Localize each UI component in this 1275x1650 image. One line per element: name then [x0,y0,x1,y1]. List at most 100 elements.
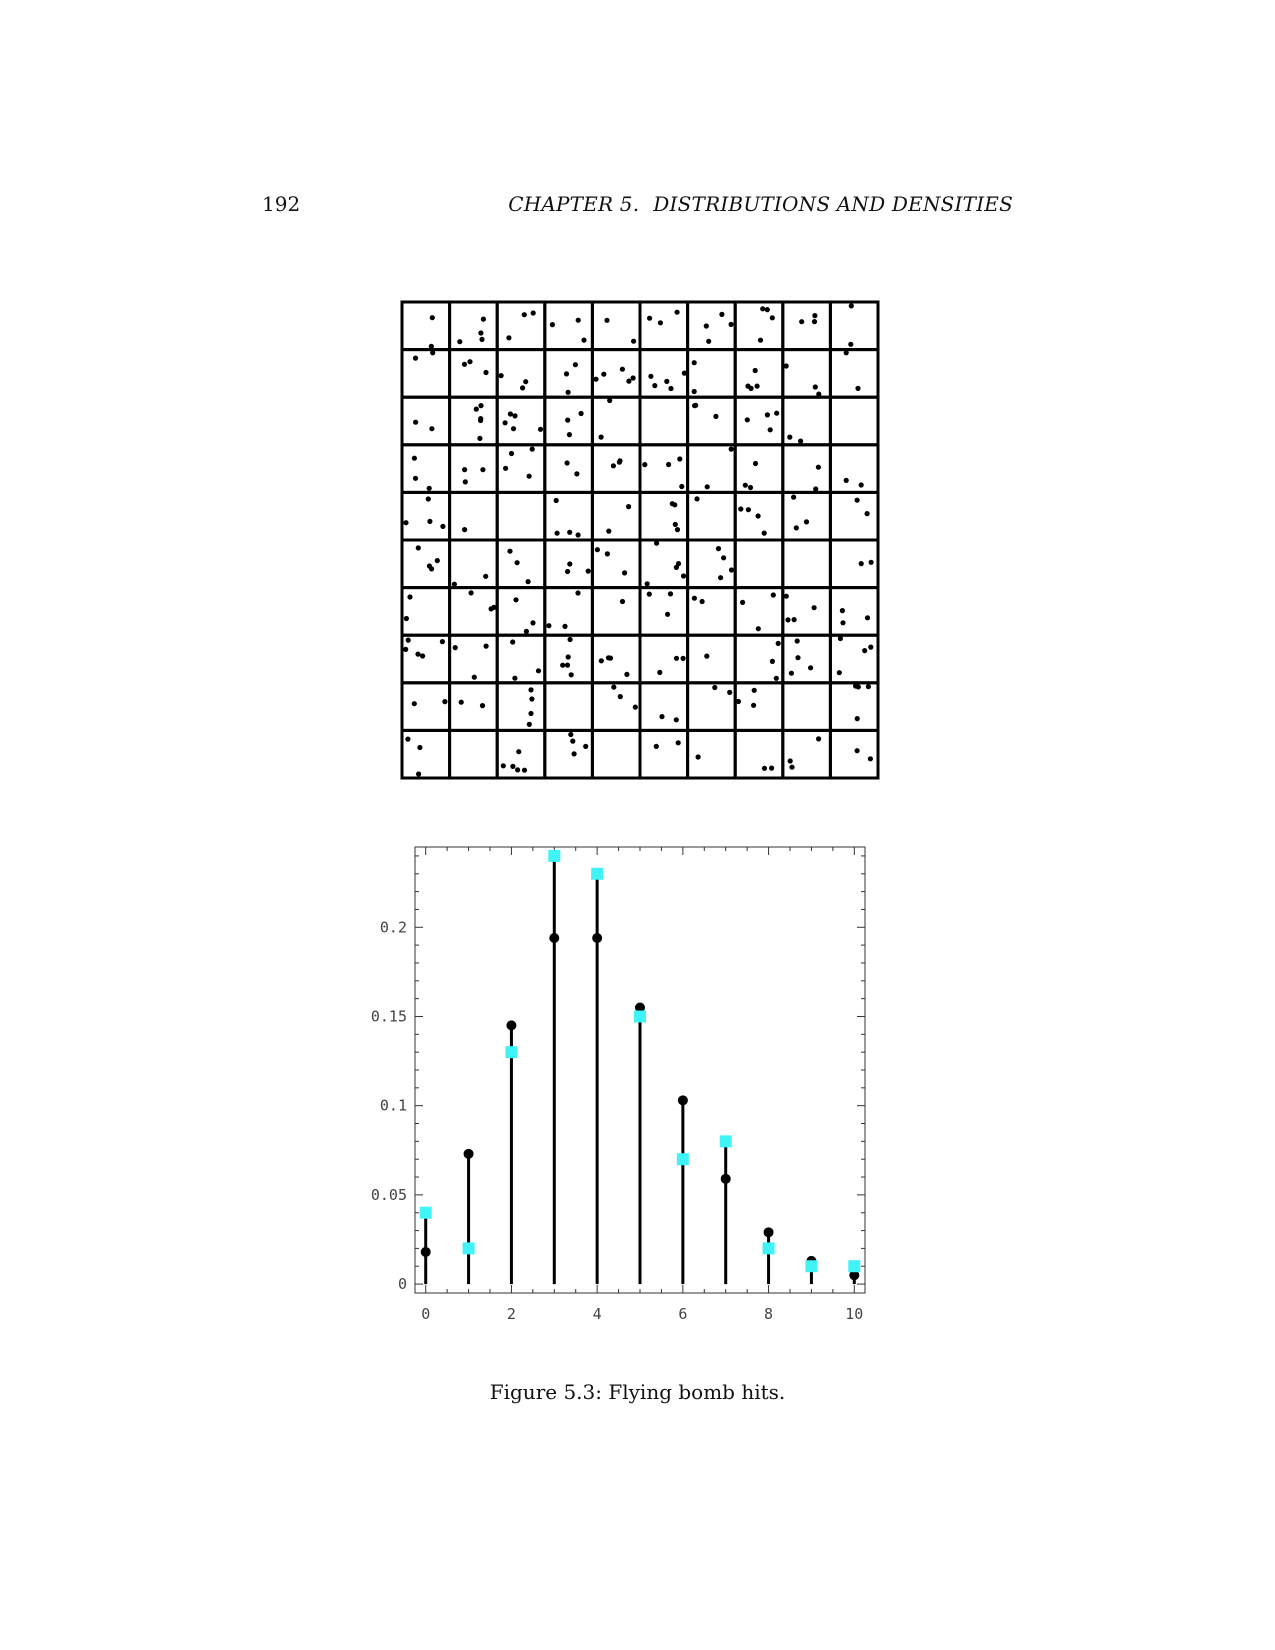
hit-dot [764,307,770,313]
grid-cell [733,395,785,447]
hit-dot [598,434,604,440]
grid-cell [400,538,452,590]
hit-dot [727,689,733,695]
hit-dot [664,378,670,384]
hit-dot [654,540,660,546]
grid-cell [543,443,594,494]
hit-dot [642,462,648,468]
grid-cell [495,538,547,590]
hit-dot [793,525,799,531]
poisson-point [676,1153,689,1166]
grid-cell [448,395,499,447]
hit-dot [787,434,793,440]
hit-dot [848,341,854,347]
hit-dot [403,520,409,526]
hit-dot [513,597,519,603]
grid-cell [733,538,785,590]
hit-dot [403,615,409,622]
hit-dot [411,701,417,707]
hit-dot [854,497,860,503]
hit-dot [528,687,534,693]
hit-dot [506,335,512,341]
hit-dot [858,561,864,567]
hit-dot [502,420,508,426]
hit-dot [478,416,484,422]
hit-dot [571,751,577,757]
hit-dot [553,497,559,504]
hit-dot [811,605,817,611]
hit-dot [512,675,518,681]
hit-dot [812,313,818,319]
hit-dot [703,323,709,329]
hit-dot [554,530,560,536]
observed-point [763,1227,774,1238]
hit-dot [420,653,426,659]
hit-dot [605,655,612,661]
hit-dot [578,410,584,417]
grid-cell [638,681,690,732]
hit-dot [498,373,504,379]
grid-cell [781,490,832,542]
hit-dot [526,473,532,479]
hit-dot [570,738,576,744]
grid-cell [686,300,737,352]
chapter-label: CHAPTER 5. [508,192,640,216]
hit-dot [644,581,650,587]
grid-cell [638,633,690,685]
hit-dot [795,655,801,661]
hit-dot [461,361,468,367]
hit-dot [507,411,513,417]
grid-cell [495,681,547,732]
hit-dot [429,315,435,321]
hit-dot [744,417,750,423]
grid-cell [781,681,832,732]
hit-dot [657,669,663,675]
hit-dot [674,527,681,533]
hit-dot [854,716,860,722]
hit-dot [430,350,436,356]
hit-dot [526,721,532,727]
hit-dot [514,560,520,566]
y-tick-label: 0.2 [380,918,407,936]
hit-dot [565,654,571,660]
hit-dot [415,651,421,657]
hit-dot [843,350,849,356]
grid-cell [733,348,785,399]
hit-dot [699,598,705,605]
hit-dot [619,366,625,372]
hit-dot [843,477,849,483]
hit-dot [704,484,710,490]
hit-dot [508,450,515,457]
hit-dot [405,637,411,643]
hit-dot [783,593,789,599]
hit-dot [581,337,587,343]
grid-cell [543,728,594,780]
hit-dot [681,573,687,579]
poisson-point [848,1260,861,1273]
grid-cell [495,348,547,399]
grid-cell [828,586,880,637]
hit-dot [755,626,761,632]
hit-dot [648,373,654,379]
hit-dot [858,482,864,488]
hit-dot [520,385,526,391]
hit-dot [523,628,529,634]
hit-dot [567,561,573,567]
hit-dot [549,322,555,328]
hit-dot [566,432,572,438]
poisson-point [419,1206,432,1219]
hit-dot [626,378,632,384]
hit-dot [412,355,419,361]
hit-dot [575,590,581,596]
hit-dot [691,360,697,366]
grid-cell [495,586,547,637]
hit-dot [679,483,685,490]
hit-dot [471,674,477,680]
hit-dot [529,696,535,702]
hit-dot [411,455,417,461]
y-tick-label: 0.1 [380,1097,407,1115]
hit-dot [813,486,819,492]
hit-dot [407,594,413,600]
hit-dot [426,563,432,569]
hit-dot [452,645,458,651]
